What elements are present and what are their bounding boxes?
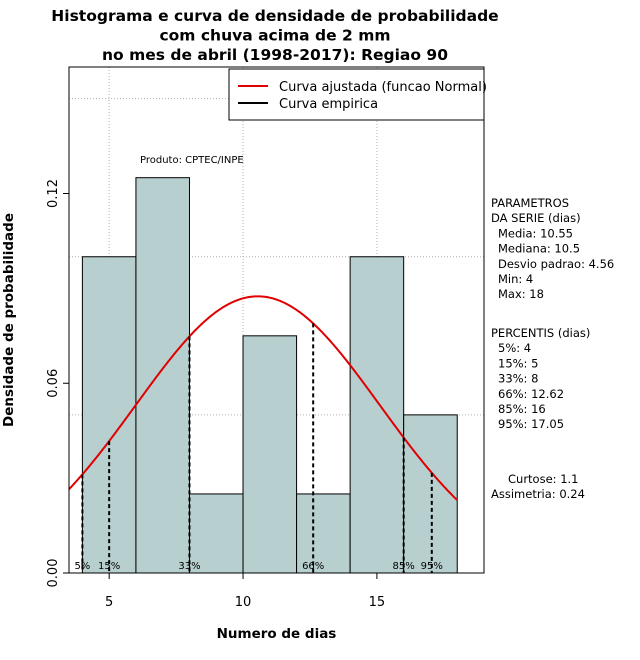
annotations: Produto: CPTEC/INPE <box>140 155 244 166</box>
plot-frame <box>68 66 485 574</box>
parameter-item: Media: 10.55 <box>498 226 573 240</box>
x-tick-label: 15 <box>369 595 386 610</box>
axes: 5 10 15 0.00 0.06 0.12 Numero de dias Densidade… <box>1 179 385 642</box>
legend-box <box>228 68 485 121</box>
title-line-3: no mes de abril (1998-2017): Regiao 90 <box>102 46 448 64</box>
legend-label-1: Curva ajustada (funcao Normal) <box>279 80 487 95</box>
normal-curve-line <box>68 295 458 501</box>
y-axis-label: Densidade de probabilidade <box>1 213 17 427</box>
percentile-label-1: 5% <box>74 561 90 572</box>
parameter-item: Min: 4 <box>498 272 533 286</box>
x-axis-label: Numero de dias <box>217 626 337 642</box>
x-tick-label: 5 <box>105 595 113 610</box>
percentile-label-6: 95% <box>421 561 443 572</box>
percentile-label-4: 66% <box>302 561 324 572</box>
percentile-label-5: 85% <box>393 561 415 572</box>
parameters-heading: PARAMETROS <box>491 196 569 210</box>
percentiles-heading: PERCENTIS (dias) <box>491 326 590 340</box>
parameter-item: Mediana: 10.5 <box>498 242 580 256</box>
percentile-label-3: 33% <box>178 561 200 572</box>
chart-title: Histograma e curva de densidade de proba… <box>51 7 498 64</box>
percentile-label-2: 15% <box>98 561 120 572</box>
legend: Curva ajustada (funcao Normal) Curva empi… <box>228 68 487 121</box>
y-tick-label: 0.00 <box>46 559 61 588</box>
percentile-item: 95%: 17.05 <box>498 417 564 431</box>
parameters-heading: DA SERIE (dias) <box>491 211 581 225</box>
legend-label-2: Curva empirica <box>279 97 378 112</box>
percentile-item: 66%: 12.62 <box>498 387 564 401</box>
percentile-item: 85%: 16 <box>498 402 546 416</box>
histogram-bar-6 <box>349 256 405 574</box>
title-line-2: com chuva acima de 2 mm <box>159 27 390 45</box>
percentile-item: 5%: 4 <box>498 341 531 355</box>
parameter-item: Desvio padrao: 4.56 <box>498 257 614 271</box>
percentile-item: 15%: 5 <box>498 356 538 370</box>
normal-curve <box>68 295 458 501</box>
percentile-item: 33%: 8 <box>498 372 538 386</box>
histogram-bar-5 <box>296 493 351 574</box>
histogram-bar-2 <box>135 177 190 574</box>
kurtosis-value: Curtose: 1.1 <box>508 472 578 486</box>
x-tick-label: 10 <box>235 595 252 610</box>
skewness-value: Assimetria: 0.24 <box>491 487 585 501</box>
histogram-bars <box>81 177 458 574</box>
percentile-markers: 5% 15% 33% 66% 85% 95% <box>74 323 443 573</box>
parameter-item: Max: 18 <box>498 287 544 301</box>
histogram-bar-7 <box>403 414 458 574</box>
y-tick-label: 0.06 <box>46 369 61 398</box>
title-line-1: Histograma e curva de densidade de proba… <box>51 7 498 25</box>
y-tick-label: 0.12 <box>46 179 61 208</box>
histogram-bar-4 <box>242 335 298 574</box>
product-credit: Produto: CPTEC/INPE <box>140 155 244 166</box>
